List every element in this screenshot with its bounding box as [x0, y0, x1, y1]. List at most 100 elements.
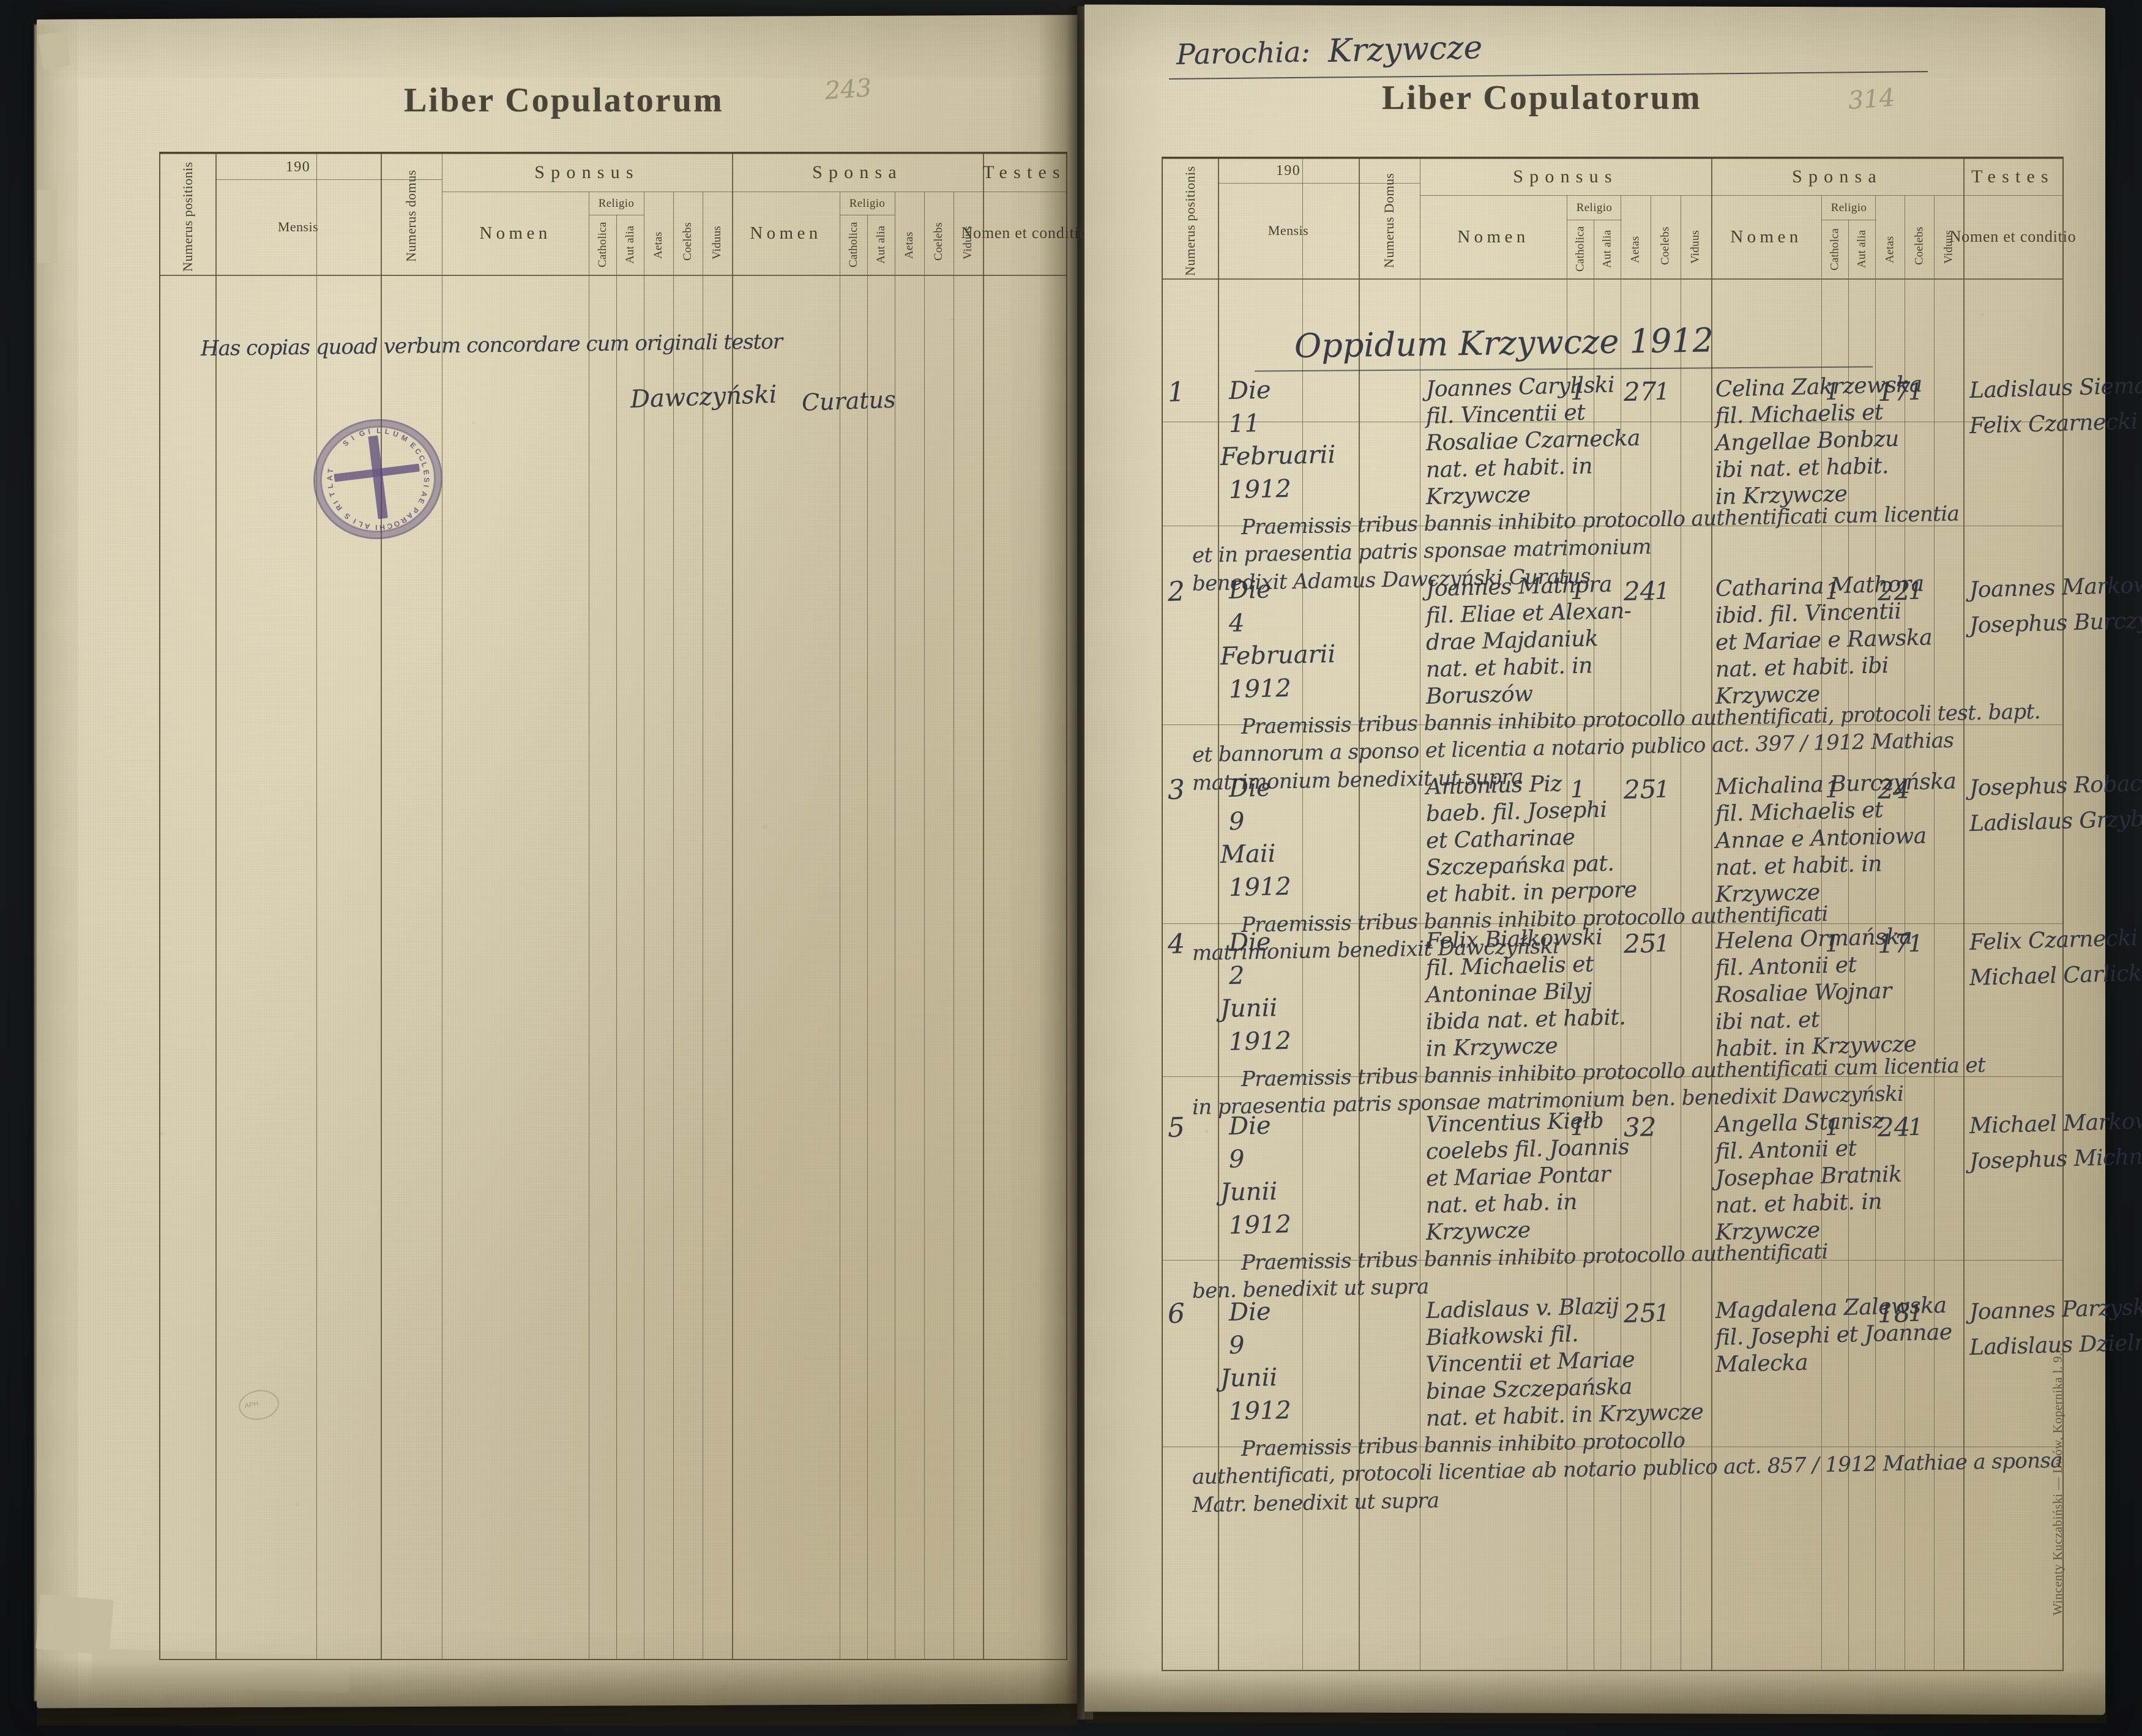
- header-sponsus-aetas: Aetas: [652, 231, 665, 259]
- entry-date-line: Die: [1228, 575, 1272, 605]
- header-sponsa-coelebs-right: Coelebs: [1912, 226, 1926, 266]
- entry-number: 6: [1167, 1298, 1185, 1330]
- header-numerus-domus: Numerus domus: [403, 170, 419, 263]
- entry-date-line: Die: [1228, 1111, 1272, 1141]
- header-testes-right: Testes: [1971, 166, 2054, 187]
- bride-religio: 1: [1824, 775, 1840, 803]
- groom-name-line: Antoninae Bilyj: [1425, 978, 1592, 1008]
- header-sponsa-viduus-right: Viduus: [1942, 230, 1955, 264]
- certification-signature-title: Curatus: [801, 386, 897, 416]
- header-sponsa-right: Sponsa: [1792, 166, 1883, 187]
- parish-seal-stamp: S I G I L L U M E C C L E S I A E P A R: [306, 411, 450, 547]
- groom-name-line: fil. Vincentii et: [1425, 400, 1586, 429]
- open-book: Liber Copulatorum 243: [34, 4, 2142, 1726]
- groom-religio: 1: [1570, 378, 1586, 405]
- bride-coelebs-vidua: 1: [1908, 378, 1924, 405]
- page-title-left: Liber Copulatorum: [404, 81, 724, 119]
- groom-name-line: Krzywcze: [1425, 482, 1531, 510]
- entry-date-line: 9: [1228, 1145, 1245, 1174]
- header-sponsa-nomen: Nomen: [750, 223, 822, 243]
- entry-number: 1: [1167, 376, 1185, 408]
- page-title-right: Liber Copulatorum: [1382, 79, 1702, 117]
- groom-name-line: Krzywcze: [1425, 1217, 1531, 1245]
- bride-religio: 1: [1824, 929, 1840, 957]
- header-sponsa-aetas-right: Aetas: [1883, 236, 1897, 264]
- bride-religio: 1: [1824, 378, 1840, 405]
- bride-name-line: Josephae Bratnik: [1715, 1161, 1902, 1191]
- bride-coelebs-vidua: 1: [1908, 929, 1924, 957]
- bride-name-line: nat. et habit. in: [1715, 1189, 1883, 1218]
- groom-name-line: Boruszów: [1425, 681, 1533, 709]
- entry-date-line: Die: [1228, 1297, 1272, 1327]
- bride-name-line: Angellae Bonbzu: [1715, 426, 1900, 456]
- header-sponsus-catholica: Catholica: [596, 222, 609, 268]
- header-sponsus-coelebs-right: Coelebs: [1659, 226, 1672, 266]
- groom-name-line: et habit. in perpore: [1425, 877, 1638, 907]
- groom-aetas: 32: [1623, 1112, 1657, 1142]
- groom-name-line: Antonius Piz: [1425, 771, 1562, 800]
- groom-name-line: ibida nat. et habit.: [1425, 1005, 1626, 1035]
- header-sponsus-religio-right: Religio: [1576, 201, 1613, 214]
- groom-aetas: 27: [1623, 376, 1657, 407]
- witness-name: Felix Czarnecki: [1969, 409, 2138, 439]
- groom-name-line: Rosaliae Czarnecka: [1425, 425, 1641, 456]
- witness-name: Michael Markowski: [1969, 1108, 2142, 1139]
- header-year-prefix-right: 190: [1275, 162, 1301, 179]
- header-numerus-positionis-right: Numerus positionis: [1182, 166, 1198, 276]
- groom-religio: 1: [1570, 1113, 1586, 1141]
- header-sponsa-religio-right: Religio: [1830, 201, 1867, 214]
- witness-name: Josephus Robacki: [1969, 770, 2142, 801]
- header-sponsus-aut-alia-right: Aut alia: [1600, 229, 1614, 269]
- page-number-pencil-left: 243: [824, 73, 873, 105]
- entry-date-line: Februarii: [1220, 441, 1336, 471]
- entry-date-line: 1912: [1228, 1210, 1292, 1240]
- seal-inscription: S I G I L L U M E C C L E S I A E P A R: [325, 426, 431, 532]
- header-sponsus-coelebs: Coelebs: [681, 222, 694, 261]
- header-numerus-domus-right: Numerus Domus: [1381, 173, 1397, 268]
- bride-coelebs-vidua: 1: [1908, 577, 1924, 605]
- header-sponsus-nomen-right: Nomen: [1457, 226, 1529, 247]
- register-table-right: Numerus positionis 190 Mensis Numerus Do…: [1162, 157, 2076, 1671]
- groom-coelebs-viduus: 1: [1654, 929, 1670, 957]
- groom-name-line: Vincentii et Mariae: [1425, 1347, 1635, 1377]
- header-sponsa-coelebs: Coelebs: [932, 222, 945, 261]
- groom-name-line: fil. Eliae et Alexan-: [1425, 598, 1632, 628]
- groom-name-line: nat. et hab. in: [1425, 1189, 1578, 1218]
- header-sponsus: Sponsus: [534, 162, 640, 182]
- header-sponsus-right: Sponsus: [1513, 166, 1618, 187]
- publisher-imprint: Wincenty Kuczabiński — Lwów, Kopernika l…: [2050, 1352, 2065, 1615]
- entry-date-line: 1912: [1228, 1396, 1292, 1426]
- bride-religio: 1: [1824, 1113, 1840, 1141]
- groom-coelebs-viduus: 1: [1654, 1299, 1670, 1327]
- header-numerus-positionis: Numerus positionis: [180, 162, 195, 272]
- header-sponsus-viduus: Viduus: [711, 226, 723, 260]
- groom-name-line: coelebs fil. Joannis: [1425, 1134, 1630, 1164]
- entry-number: 2: [1167, 576, 1185, 608]
- bride-aetas: 24: [1877, 1112, 1911, 1142]
- bride-name-line: fil. Michaelis et: [1715, 400, 1884, 429]
- header-sponsa: Sponsa: [812, 162, 903, 182]
- archive-stamp-text: APH: [244, 1400, 259, 1410]
- bride-name-line: fil. Michaelis et: [1715, 797, 1884, 827]
- parish-name: Krzywcze: [1327, 29, 1483, 70]
- header-sponsa-catholica: Catholica: [847, 222, 860, 268]
- bride-aetas: 24: [1877, 774, 1911, 805]
- header-sponsa-aut-alia-right: Aut alia: [1855, 229, 1868, 269]
- witness-name: Felix Czarnecki: [1969, 925, 2138, 955]
- entry-date-line: 1912: [1228, 674, 1292, 704]
- header-sponsus-nomen: Nomen: [479, 223, 551, 243]
- groom-coelebs-viduus: 1: [1654, 378, 1670, 405]
- paper-tear-fragment: [37, 190, 58, 263]
- bride-name-line: ibi nat. et: [1715, 1007, 1820, 1035]
- header-sponsa-nomen-right: Nomen: [1730, 226, 1802, 247]
- entry-date-line: Die: [1228, 773, 1272, 803]
- header-year-prefix: 190: [285, 158, 311, 175]
- groom-name-line: Felix Białkowski: [1425, 924, 1603, 954]
- groom-name-line: nat. et habit. in: [1425, 653, 1593, 682]
- entry-number: 3: [1167, 774, 1185, 806]
- bride-coelebs-vidua: 1: [1908, 1113, 1924, 1141]
- entry-date-line: 11: [1228, 409, 1261, 438]
- groom-name-line: in Krzywcze: [1425, 1033, 1558, 1062]
- groom-aetas: 25: [1623, 774, 1657, 805]
